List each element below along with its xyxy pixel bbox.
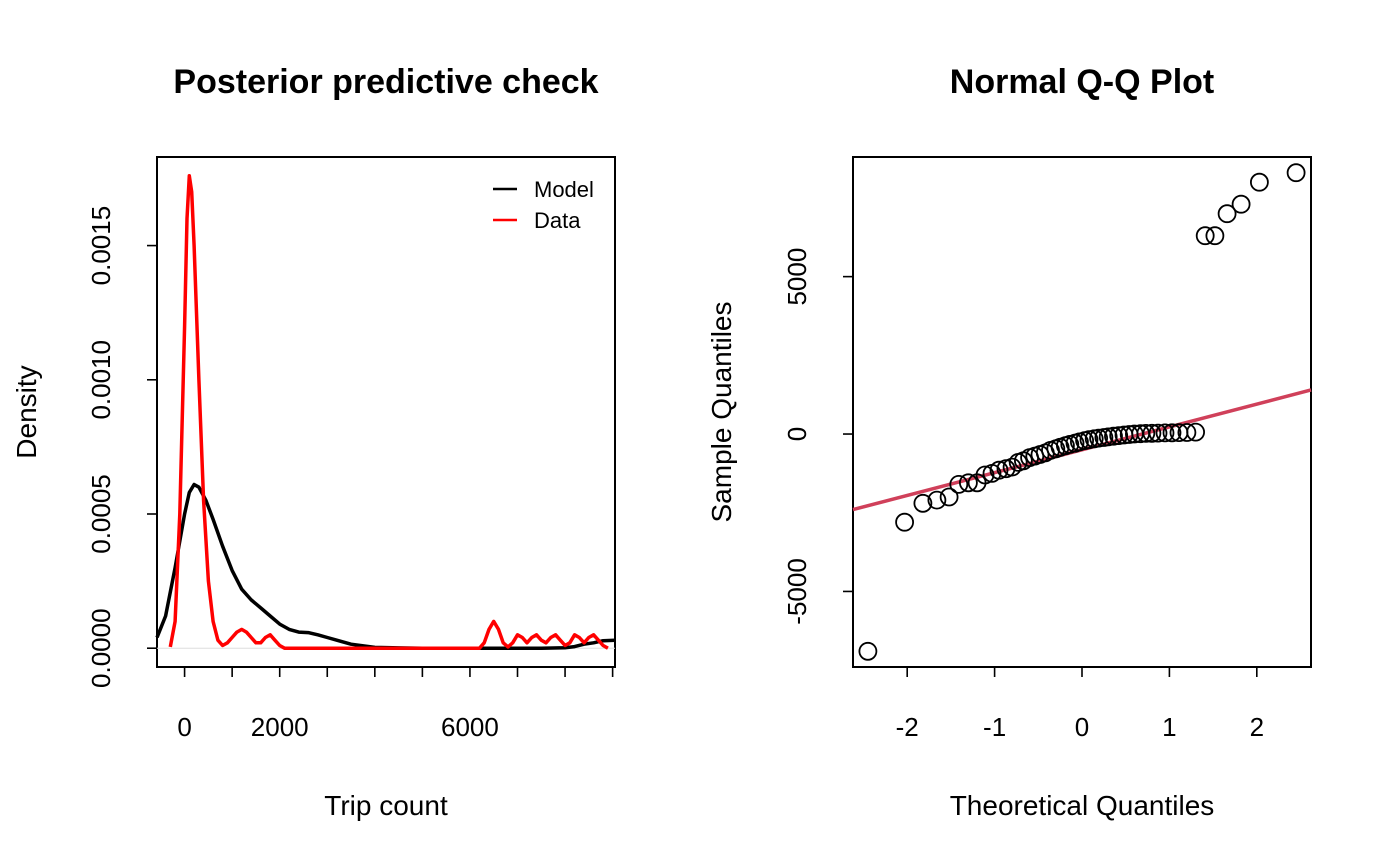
qq-panel: Normal Q-Q Plot Theoretical Quantiles Sa… xyxy=(706,63,1312,821)
qq-y-tick-label: 0 xyxy=(782,427,812,441)
legend-data-label: Data xyxy=(534,208,581,233)
density-x-tick-label: 2000 xyxy=(251,712,309,742)
qq-point xyxy=(1177,423,1197,442)
qq-y-tick-label: -5000 xyxy=(782,558,812,625)
density-y-tick-label: 0.0015 xyxy=(86,206,116,286)
density-title: Posterior predictive check xyxy=(173,63,598,101)
density-y-tick-label: 0.0005 xyxy=(86,474,116,554)
qq-point xyxy=(989,460,1009,480)
qq-point xyxy=(1217,204,1237,224)
density-line-model xyxy=(155,482,616,650)
qq-x-axis: -2 -1 0 1 2 xyxy=(896,667,1264,742)
qq-point xyxy=(1142,423,1162,443)
density-x-axis: 0 2000 6000 xyxy=(177,667,614,742)
qq-title: Normal Q-Q Plot xyxy=(950,63,1214,101)
density-y-axis-label: Density xyxy=(11,365,42,458)
qq-point xyxy=(1089,428,1108,448)
qq-point xyxy=(1098,427,1118,447)
qq-point xyxy=(1162,423,1182,443)
qq-point xyxy=(913,493,933,513)
qq-point xyxy=(975,465,995,485)
density-x-axis-label: Trip count xyxy=(324,790,448,821)
qq-x-tick-label: -2 xyxy=(896,712,919,742)
qq-point xyxy=(1155,423,1175,443)
density-panel: Posterior predictive check Trip count De… xyxy=(11,63,616,821)
qq-x-axis-label: Theoretical Quantiles xyxy=(950,790,1215,821)
qq-x-tick-label: -1 xyxy=(983,712,1006,742)
qq-point xyxy=(959,473,978,493)
qq-point xyxy=(1250,172,1269,192)
qq-point xyxy=(1002,457,1022,477)
qq-point xyxy=(1195,226,1215,246)
qq-x-tick-label: 0 xyxy=(1075,712,1089,742)
qq-point xyxy=(939,487,959,507)
density-y-tick-label: 0.0000 xyxy=(86,608,116,688)
qq-point xyxy=(1136,423,1156,443)
qq-y-axis-label: Sample Quantiles xyxy=(706,301,737,522)
qq-point xyxy=(1186,422,1205,442)
qq-point xyxy=(1286,163,1306,183)
qq-point xyxy=(1109,426,1129,446)
qq-point xyxy=(1231,194,1251,214)
qq-x-tick-label: 1 xyxy=(1162,712,1176,742)
qq-point xyxy=(858,641,878,661)
density-y-tick-label: 0.0010 xyxy=(86,340,116,420)
qq-point xyxy=(949,474,969,494)
density-line-data xyxy=(168,174,609,650)
qq-x-tick-label: 2 xyxy=(1250,712,1264,742)
density-y-axis: 0.0000 0.0005 0.0010 0.0015 xyxy=(86,206,157,688)
qq-plot-frame xyxy=(852,156,1312,668)
qq-point xyxy=(1104,426,1123,446)
density-plot-frame xyxy=(156,156,616,668)
qq-y-tick-label: 5000 xyxy=(782,248,812,306)
density-series-group xyxy=(155,174,616,650)
density-x-tick-label: 6000 xyxy=(441,712,499,742)
density-x-tick-label: 0 xyxy=(177,712,191,742)
legend-model-label: Model xyxy=(534,177,594,202)
density-legend: Model Data xyxy=(493,177,594,233)
qq-point xyxy=(927,490,947,510)
qq-point xyxy=(895,512,914,532)
qq-points-group xyxy=(858,163,1306,661)
qq-point xyxy=(1205,226,1225,246)
qq-point xyxy=(1148,423,1168,443)
qq-y-axis: -5000 0 5000 xyxy=(782,248,853,625)
